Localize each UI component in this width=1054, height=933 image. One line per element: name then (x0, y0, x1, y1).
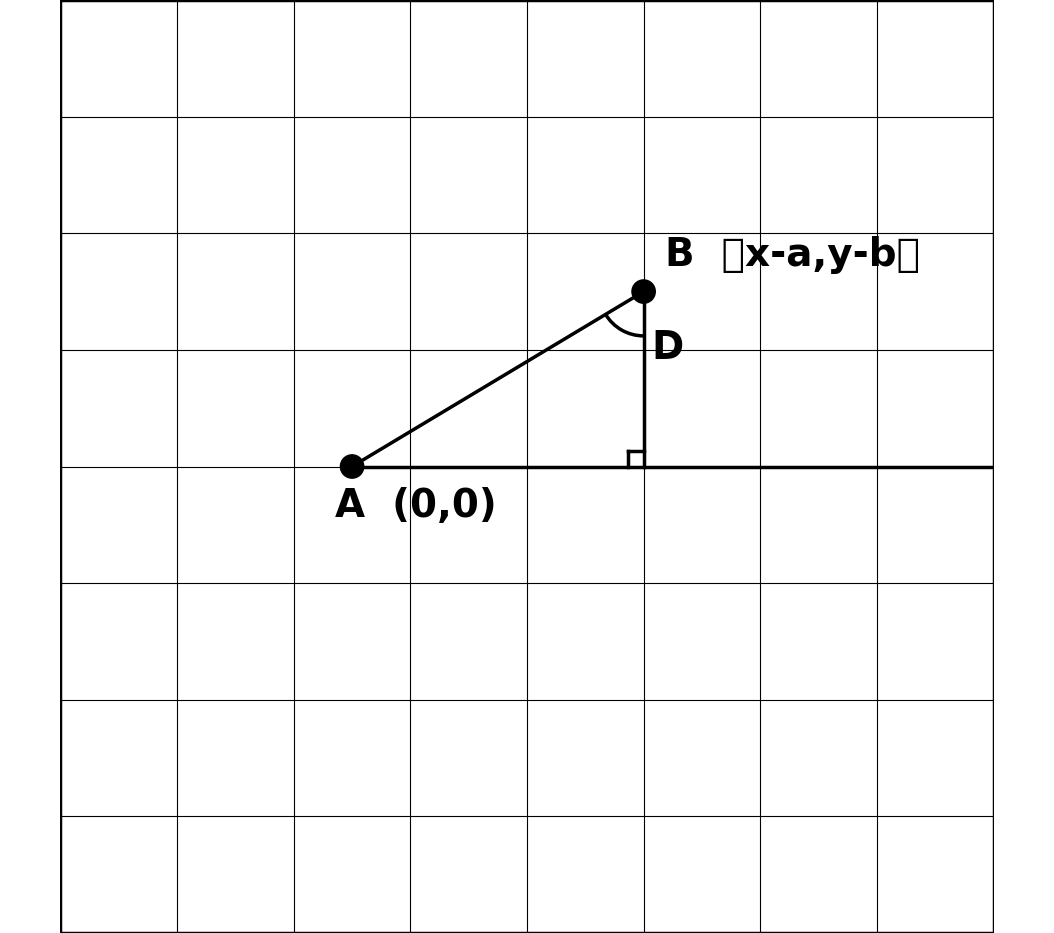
Text: A  (0,0): A (0,0) (334, 487, 496, 525)
Circle shape (340, 454, 364, 478)
Text: D: D (651, 329, 684, 367)
Circle shape (632, 280, 656, 303)
Text: B  （x-a,y-b）: B （x-a,y-b） (665, 236, 920, 274)
